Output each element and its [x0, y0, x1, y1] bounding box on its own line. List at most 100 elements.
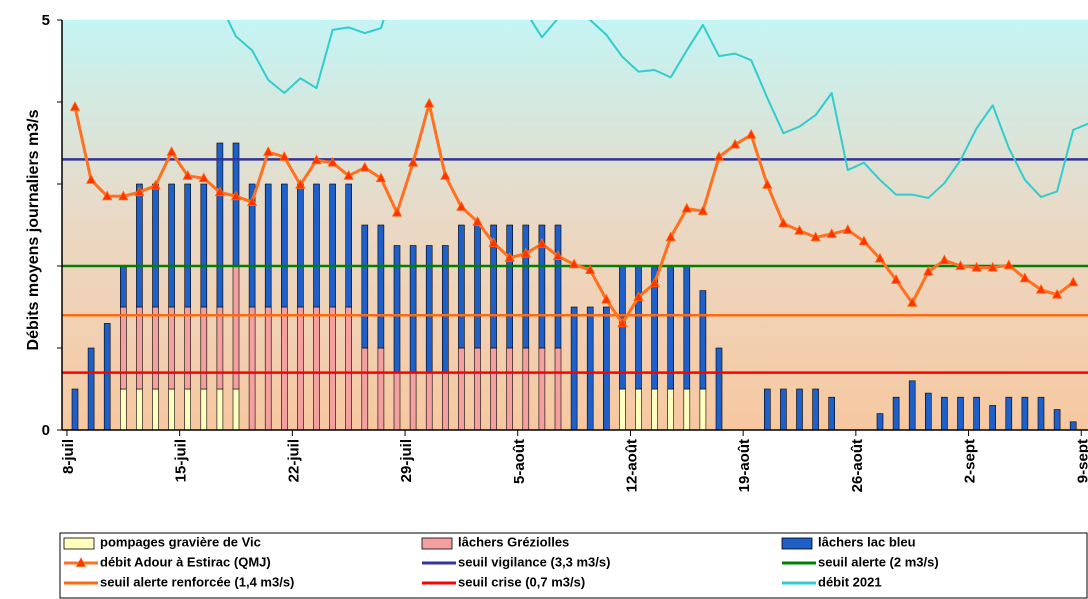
marker: [1035, 283, 1047, 294]
marker: [279, 151, 290, 161]
bar: [699, 290, 707, 390]
marker: [552, 250, 564, 261]
marker: [343, 169, 354, 180]
bar: [152, 306, 159, 390]
marker: [230, 190, 242, 201]
marker: [697, 205, 709, 215]
bar: [136, 183, 143, 308]
x-tick-label: 8-juil: [60, 439, 77, 474]
x-tick-label: 5-août: [511, 439, 528, 484]
bar: [297, 183, 304, 308]
bar: [458, 224, 465, 349]
plot: [62, 20, 1088, 430]
bar: [458, 347, 465, 430]
bar: [248, 306, 256, 430]
bar: [168, 183, 175, 308]
bar: [570, 306, 578, 430]
bar: [280, 183, 288, 308]
marker: [134, 186, 145, 197]
marker: [150, 179, 161, 190]
bar: [152, 388, 159, 430]
bar: [216, 306, 224, 390]
x-tick-label: 2-sept: [962, 439, 979, 483]
marker: [568, 258, 580, 269]
bar: [200, 388, 208, 430]
x-tick-label: 26-août: [849, 439, 866, 492]
bar: [425, 245, 433, 373]
bar: [683, 265, 691, 390]
bar: [763, 388, 771, 430]
marker: [424, 97, 435, 108]
bar: [136, 388, 143, 430]
marker: [520, 247, 531, 258]
legend-marker: [75, 557, 87, 567]
bar: [957, 396, 964, 430]
marker: [407, 156, 419, 167]
bar: [908, 380, 916, 430]
marker: [585, 264, 596, 275]
bar: [1037, 396, 1045, 430]
bar: [538, 224, 546, 349]
bar: [667, 265, 675, 390]
bar: [554, 347, 562, 430]
marker: [472, 215, 483, 226]
bar: [280, 306, 288, 430]
y-tick-label: 5: [42, 12, 50, 29]
marker: [617, 317, 628, 328]
marker: [955, 260, 966, 270]
marker: [391, 206, 403, 217]
legend-label: lâchers lac bleu: [818, 534, 916, 549]
bar: [1021, 396, 1029, 430]
legend-label: débit Adour à Estirac (QMJ): [100, 554, 271, 569]
bar: [377, 224, 385, 349]
legend-swatch: [781, 537, 813, 550]
marker: [665, 231, 676, 242]
marker: [1068, 276, 1079, 287]
bar: [1053, 409, 1061, 430]
bar: [522, 224, 530, 349]
x-tick-label: 15-juil: [173, 439, 190, 482]
bar: [297, 306, 304, 430]
y-tick-label: 0: [42, 422, 50, 439]
marker: [85, 174, 97, 184]
bar: [876, 413, 884, 430]
bar: [506, 347, 514, 430]
legend-label: seuil alerte (2 m3/s): [818, 554, 939, 569]
marker: [440, 169, 451, 180]
marker: [182, 169, 193, 180]
marker: [923, 265, 934, 276]
bar: [892, 396, 900, 430]
marker: [295, 178, 306, 189]
bar: [232, 388, 240, 430]
bar: [248, 183, 256, 308]
x-tick-label: 19-août: [736, 439, 753, 492]
marker: [987, 261, 998, 272]
bar: [441, 245, 449, 373]
bar: [490, 224, 497, 349]
marker: [826, 228, 837, 238]
marker: [810, 231, 821, 242]
bar: [619, 265, 626, 390]
marker: [246, 196, 258, 206]
marker: [681, 202, 692, 213]
bar: [393, 245, 401, 373]
marker: [858, 235, 870, 246]
marker: [971, 261, 982, 272]
bar: [1005, 396, 1013, 430]
marker: [1019, 272, 1031, 283]
marker: [375, 172, 387, 183]
bar: [264, 306, 272, 430]
bar: [345, 306, 353, 430]
bar: [329, 183, 336, 308]
marker: [359, 161, 370, 172]
bar: [924, 392, 932, 430]
bar: [313, 183, 320, 308]
bar: [474, 347, 481, 430]
legend-label: débit 2021: [818, 574, 882, 589]
bar: [71, 388, 79, 430]
bar: [1069, 421, 1077, 430]
bar: [635, 388, 642, 430]
marker: [713, 151, 725, 161]
bar: [619, 388, 626, 430]
line: [226, 20, 1088, 199]
